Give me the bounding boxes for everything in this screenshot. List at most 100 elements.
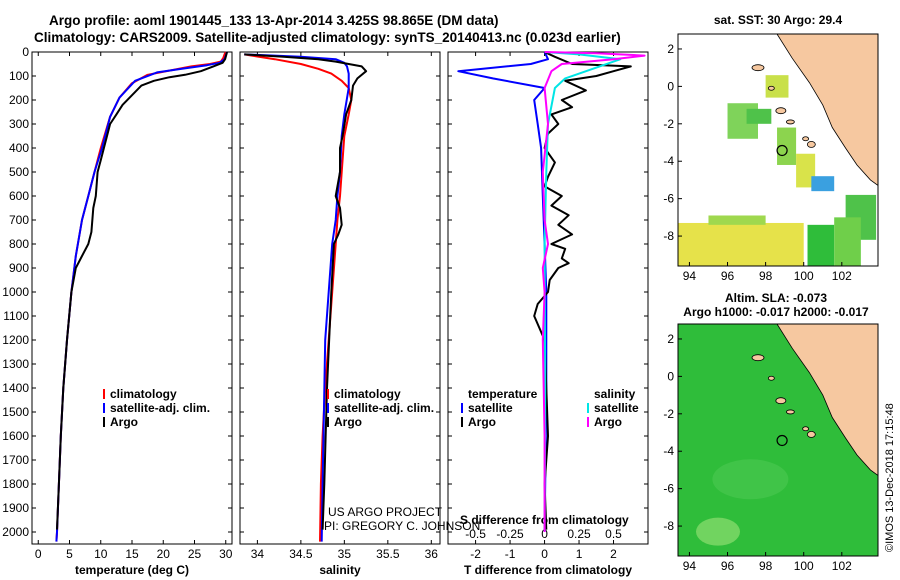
sla-map: 94 96 98 100 102 2 0 -2 -4 -6 -8 (663, 323, 879, 573)
map-y-tick-label: 2 (667, 332, 674, 346)
x-tick-label: 2 (610, 547, 617, 561)
map-y-tick-label: -4 (663, 154, 674, 168)
y-tick-label: 2000 (2, 525, 29, 539)
x-top-tick-label: 0.25 (567, 527, 591, 541)
x-axis-label: temperature (deg C) (75, 563, 189, 577)
island (767, 375, 775, 381)
x-tick-label: 30 (219, 547, 233, 561)
credit-line2: PI: GREGORY C. JOHNSON (324, 519, 480, 533)
y-tick-label: 1800 (2, 477, 29, 491)
plot-frame (239, 51, 441, 545)
y-tick-label: 1000 (2, 285, 29, 299)
map-y-tick-label: 0 (667, 79, 674, 93)
sst-map: 94 96 98 100 102 2 0 -2 -4 -6 -8 (663, 33, 879, 283)
y-tick-label: 300 (9, 117, 29, 131)
difference-panel: -2 -1 0 1 2 T difference from climatology -0.5… (447, 51, 649, 577)
x-tick-label: 35.5 (376, 547, 400, 561)
x-tick-label: 35 (338, 547, 352, 561)
island (806, 430, 816, 438)
y-tick-label: 600 (9, 189, 29, 203)
x-axis-label: T difference from climatology (464, 563, 632, 577)
map-y-tick-label: -4 (663, 444, 674, 458)
y-tick-label: 700 (9, 213, 29, 227)
credit-line1: US ARGO PROJECT (328, 505, 443, 519)
series-line (244, 53, 353, 542)
x-tick-label: 0 (35, 547, 42, 561)
map-y-tick-label: -8 (663, 229, 674, 243)
salinity-panel: 34 34.5 35 35.5 36 salinity climatologysatelli… (239, 51, 441, 577)
legend-label: Argo (334, 415, 362, 429)
maps-area: sat. SST: 30 Argo: 29.4 94 96 98 100 102 2 0 -2 -… (663, 13, 879, 573)
legend-label: climatology (334, 387, 401, 401)
map-x-tick-label: 100 (794, 269, 814, 283)
y-tick-label: 1500 (2, 405, 29, 419)
sla-map-subtitle: Argo h1000: -0.017 h2000: -0.017 (683, 305, 869, 319)
sst-cell (765, 75, 789, 98)
map-frame (677, 33, 879, 267)
argo-location-marker (776, 144, 788, 157)
map-x-tick-label: 96 (721, 269, 735, 283)
x-tick-label: 0 (541, 547, 548, 561)
x-tick-label: 34 (251, 547, 265, 561)
y-tick-label: 1400 (2, 381, 29, 395)
sst-cell (708, 215, 766, 225)
legend-label: satellite (594, 401, 639, 415)
profile-charts: 0100200300400500600700800900100011001200… (2, 45, 649, 577)
map-x-tick-label: 98 (759, 269, 773, 283)
series-line (533, 51, 632, 530)
series-line (244, 53, 350, 542)
map-y-tick-label: -8 (663, 519, 674, 533)
y-tick-label: 1900 (2, 501, 29, 515)
x-tick-label: 36 (425, 547, 439, 561)
legend-label: Argo (594, 415, 622, 429)
island (806, 140, 816, 148)
island (802, 136, 810, 142)
map-y-tick-label: -6 (663, 192, 674, 206)
legend-title: temperature (468, 387, 538, 401)
x-top-tick-label: 0 (541, 527, 548, 541)
map-y-tick-label: 2 (667, 42, 674, 56)
series-line (55, 51, 227, 542)
map-x-tick-label: 102 (832, 269, 852, 283)
legend-label: Argo (468, 415, 496, 429)
map-x-tick-label: 98 (759, 559, 773, 573)
y-tick-label: 200 (9, 93, 29, 107)
sst-cell (807, 224, 835, 266)
sst-map-title: sat. SST: 30 Argo: 29.4 (714, 13, 843, 27)
x-tick-label: 5 (66, 547, 73, 561)
y-tick-label: 0 (22, 45, 29, 59)
x-tick-label: 34.5 (289, 547, 313, 561)
island (775, 397, 787, 405)
legend-label: satellite-adj. clim. (110, 401, 210, 415)
series-line (244, 53, 368, 530)
sst-cell (746, 108, 772, 124)
island (802, 426, 810, 432)
island (785, 119, 795, 125)
y-tick-label: 1100 (3, 309, 29, 323)
imos-stamp: ©IMOS 13-Dec-2018 17:15:48 (884, 403, 896, 552)
series-line (541, 51, 646, 532)
sst-cell (678, 222, 804, 266)
island (751, 354, 765, 362)
sla-anomaly-patch (696, 517, 740, 546)
map-y-tick-label: -2 (663, 407, 674, 421)
legend-label: satellite (468, 401, 513, 415)
chart-title-line1: Argo profile: aoml 1901445_133 13-Apr-20… (49, 13, 499, 28)
map-y-tick-label: -6 (663, 482, 674, 496)
series-line (56, 51, 228, 530)
x-tick-label: -2 (470, 547, 481, 561)
series-line (55, 51, 228, 542)
island (767, 85, 775, 91)
y-tick-label: 1600 (2, 429, 29, 443)
x-tick-label: 20 (157, 547, 171, 561)
chart-title-line2: Climatology: CARS2009. Satellite-adjuste… (34, 30, 621, 45)
map-frame (677, 323, 879, 557)
x-tick-label: 15 (125, 547, 139, 561)
temperature-panel: 0100200300400500600700800900100011001200… (2, 45, 232, 577)
island (785, 409, 795, 415)
map-x-tick-label: 94 (683, 559, 697, 573)
sst-cell (796, 153, 816, 188)
sst-cell (834, 217, 861, 266)
y-tick-label: 400 (9, 141, 29, 155)
